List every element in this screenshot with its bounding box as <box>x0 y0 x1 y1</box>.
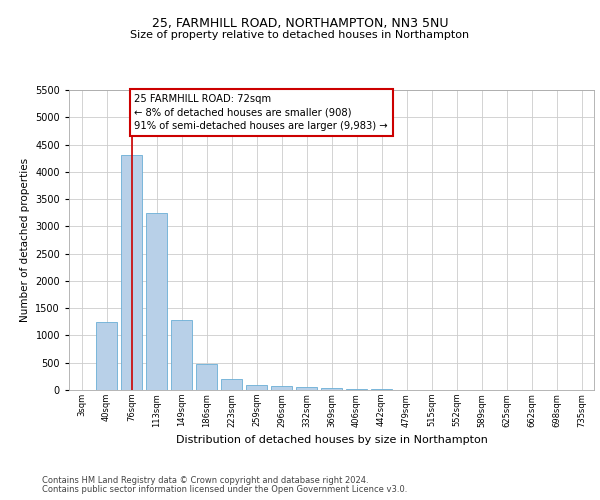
Bar <box>96 322 117 390</box>
Y-axis label: Number of detached properties: Number of detached properties <box>20 158 29 322</box>
X-axis label: Distribution of detached houses by size in Northampton: Distribution of detached houses by size … <box>176 435 487 445</box>
Bar <box>296 388 317 390</box>
Bar <box>346 389 367 390</box>
Bar <box>171 320 192 390</box>
Bar <box>121 156 142 390</box>
Bar <box>146 212 167 390</box>
Bar <box>321 388 342 390</box>
Bar <box>196 364 217 390</box>
Text: Contains HM Land Registry data © Crown copyright and database right 2024.: Contains HM Land Registry data © Crown c… <box>42 476 368 485</box>
Bar <box>221 379 242 390</box>
Bar <box>271 386 292 390</box>
Text: 25 FARMHILL ROAD: 72sqm
← 8% of detached houses are smaller (908)
91% of semi-de: 25 FARMHILL ROAD: 72sqm ← 8% of detached… <box>134 94 388 131</box>
Text: 25, FARMHILL ROAD, NORTHAMPTON, NN3 5NU: 25, FARMHILL ROAD, NORTHAMPTON, NN3 5NU <box>152 18 448 30</box>
Bar <box>246 385 267 390</box>
Text: Contains public sector information licensed under the Open Government Licence v3: Contains public sector information licen… <box>42 485 407 494</box>
Text: Size of property relative to detached houses in Northampton: Size of property relative to detached ho… <box>130 30 470 40</box>
